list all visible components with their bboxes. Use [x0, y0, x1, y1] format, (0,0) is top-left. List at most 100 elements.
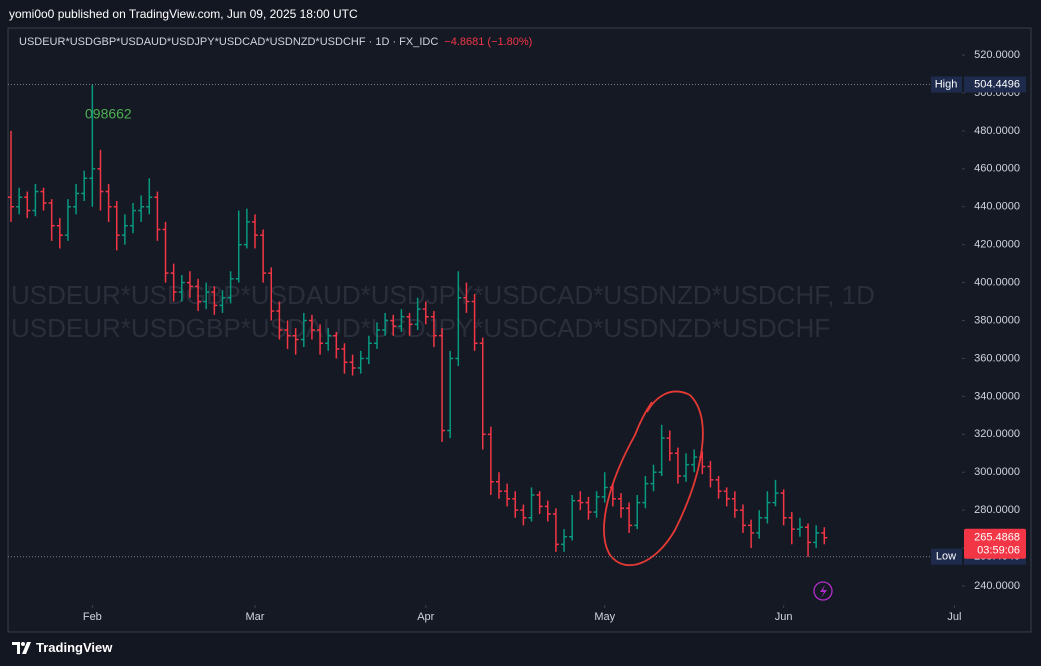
ohlc-bar — [138, 195, 145, 222]
ohlc-bar — [284, 320, 291, 349]
ohlc-bar — [723, 487, 730, 507]
x-tick-label: Jul — [947, 611, 961, 623]
ohlc-bar — [162, 221, 169, 283]
y-tick-label: 240.0000 — [974, 580, 1020, 592]
y-tick-label: 280.0000 — [974, 504, 1020, 516]
high-price: 504.4496 — [974, 78, 1020, 90]
ohlc-bar — [414, 297, 421, 331]
x-tick-label: May — [594, 611, 615, 623]
ohlc-bar — [8, 130, 15, 222]
high-price-bg — [964, 76, 1026, 93]
ohlc-bar — [333, 331, 340, 359]
ohlc-bar — [617, 493, 624, 518]
ohlc-bar — [683, 453, 690, 482]
ohlc-bar — [227, 271, 234, 304]
ohlc-bar — [203, 282, 210, 310]
ohlc-bar — [544, 500, 551, 522]
ohlc-bar — [260, 229, 267, 283]
ohlc-bar — [577, 491, 584, 511]
ohlc-bar — [430, 311, 437, 348]
ohlc-bar — [528, 487, 535, 522]
ohlc-bar — [626, 502, 633, 533]
ohlc-bar — [73, 183, 80, 215]
ohlc-bar — [268, 267, 275, 321]
ohlc-bar — [756, 510, 763, 539]
ohlc-bar — [365, 335, 372, 365]
ohlc-bar — [504, 483, 511, 507]
ohlc-bar — [56, 218, 63, 249]
ohlc-bar — [699, 451, 706, 475]
ohlc-bar — [520, 504, 527, 526]
ohlc-bar — [113, 201, 120, 251]
ohlc-bar — [593, 491, 600, 518]
x-tick-label: Mar — [246, 611, 265, 623]
ohlc-bar — [121, 214, 128, 245]
ohlc-bar — [764, 491, 771, 524]
ohlc-bar — [821, 527, 828, 545]
ohlc-bar — [341, 343, 348, 374]
alert-icon-bolt — [820, 585, 827, 598]
ohlc-bar — [601, 472, 608, 503]
y-tick-label: 380.0000 — [974, 314, 1020, 326]
chart-frame — [7, 27, 1032, 633]
ohlc-bar — [455, 271, 462, 367]
ohlc-bar — [146, 178, 153, 215]
ohlc-bar — [731, 491, 738, 518]
ohlc-bar — [634, 495, 641, 530]
ohlc-bar — [796, 517, 803, 537]
ohlc-bar — [105, 183, 112, 222]
ohlc-bar — [650, 464, 657, 492]
ohlc-bar — [308, 314, 315, 340]
ohlc-bar — [195, 278, 202, 312]
ohlc-bar — [24, 191, 31, 219]
ohlc-bar — [170, 263, 177, 302]
ohlc-bar — [658, 424, 665, 477]
last-price: 265.4868 — [974, 532, 1020, 544]
ohlc-bar — [479, 337, 486, 450]
y-tick-label: 420.0000 — [974, 239, 1020, 251]
x-tick-label: Feb — [83, 611, 102, 623]
ohlc-bar — [178, 275, 185, 302]
ohlc-bar — [325, 328, 332, 351]
ohlc-bar — [585, 496, 592, 520]
ohlc-bar — [813, 525, 820, 549]
ohlc-bar — [300, 312, 307, 348]
tv-logo — [12, 641, 31, 654]
ohlc-bar — [349, 354, 356, 376]
ohlc-bar — [211, 286, 218, 315]
alert-icon[interactable] — [813, 581, 833, 601]
ohlc-bar — [406, 312, 413, 336]
ohlc-bar — [235, 210, 242, 283]
y-tick-label: 440.0000 — [974, 201, 1020, 213]
watermark: USDEUR*USDGBP*USDAUD*USDJPY*USDCAD*USDNZ… — [11, 280, 875, 310]
ohlc-bar — [276, 301, 283, 340]
hand-drawn-ellipse — [603, 390, 704, 566]
ohlc-bar — [357, 350, 364, 374]
x-tick-label: Jun — [775, 611, 793, 623]
watermark: USDEUR*USDGBP*USDAUD*USDJPY*USDCAD*USDNZ… — [11, 313, 830, 343]
ohlc-bar — [186, 271, 193, 298]
last-price-bg — [964, 528, 1026, 559]
ohlc-bar — [89, 84, 96, 207]
ohlc-bar — [487, 426, 494, 496]
y-tick-label: 340.0000 — [974, 390, 1020, 402]
y-tick-label: 520.0000 — [974, 49, 1020, 61]
ohlc-bar — [707, 460, 714, 488]
y-tick-label: 320.0000 — [974, 428, 1020, 440]
ohlc-bar — [512, 491, 519, 518]
ohlc-bar — [251, 214, 258, 249]
y-tick-label: 480.0000 — [974, 125, 1020, 137]
ohlc-bar — [16, 187, 23, 215]
ohlc-bar — [97, 149, 104, 211]
ohlc-bar — [243, 208, 250, 249]
ohlc-bar — [292, 328, 299, 355]
chart: USDEUR*USDGBP*USDAUD*USDJPY*USDCAD*USDNZ… — [7, 27, 1032, 633]
ohlc-bar — [772, 479, 779, 507]
ohlc-bar — [373, 322, 380, 349]
ohlc-bar — [130, 202, 137, 234]
y-tick-label: 460.0000 — [974, 163, 1020, 175]
ohlc-bar — [447, 350, 454, 439]
ohlc-bar — [398, 309, 405, 332]
ohlc-bar — [382, 312, 389, 336]
